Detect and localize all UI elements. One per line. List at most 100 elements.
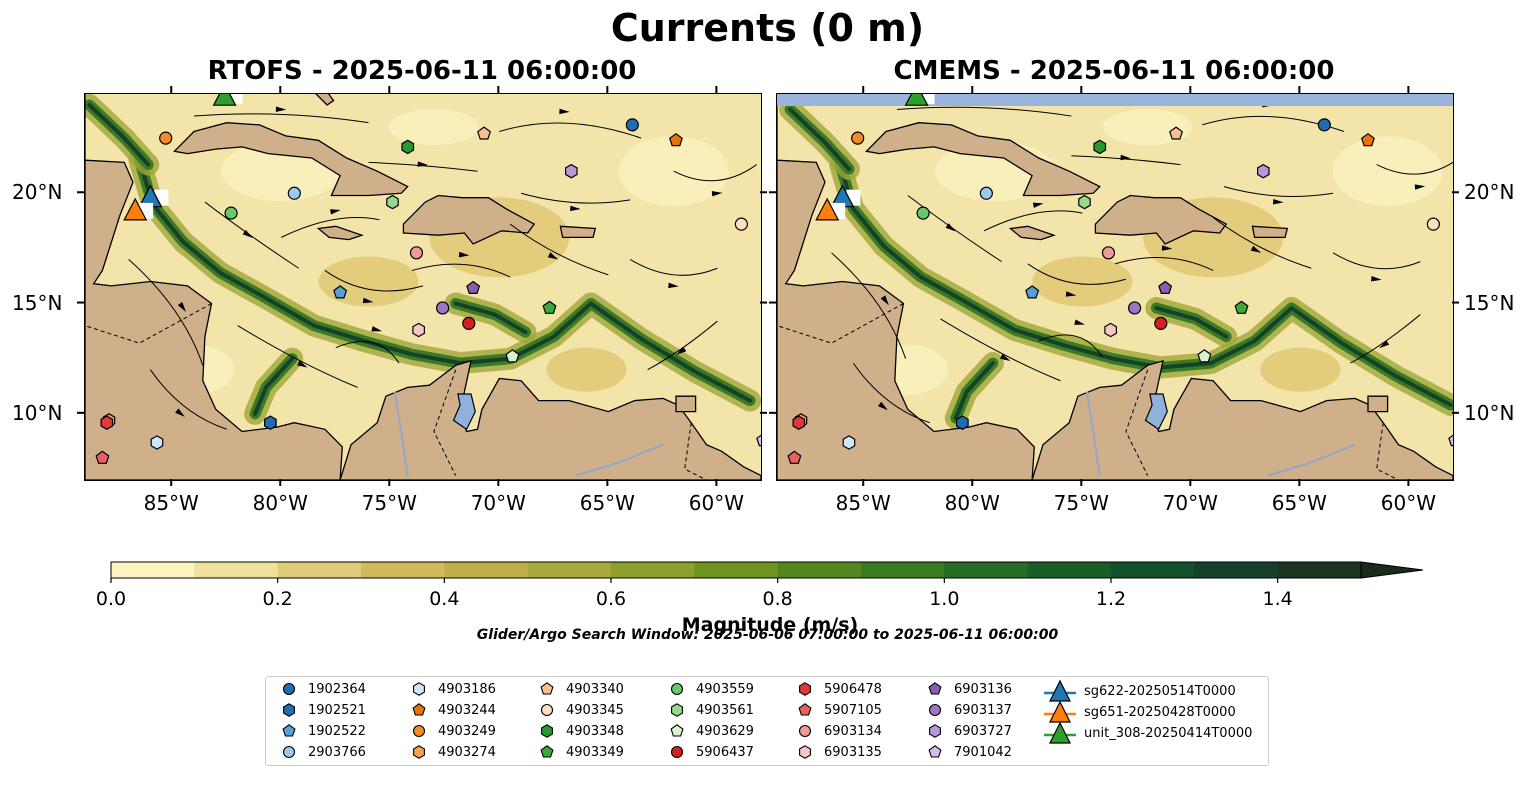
speed-field-patch — [1032, 256, 1133, 307]
float-marker-4903349[interactable] — [542, 300, 557, 314]
float-marker-4903349[interactable] — [1234, 300, 1249, 314]
float-marker-6903727[interactable] — [1257, 163, 1270, 179]
float-marker-5907105[interactable] — [787, 450, 802, 464]
float-marker-1902522[interactable] — [1025, 285, 1040, 299]
float-marker-5906437[interactable] — [1154, 316, 1168, 330]
float-marker-6903137[interactable] — [436, 301, 450, 315]
float-marker-4903244[interactable] — [1360, 132, 1375, 147]
river-line — [1267, 443, 1356, 477]
float-marker-4903561[interactable] — [1078, 194, 1091, 210]
float-marker-4903559[interactable] — [224, 206, 238, 220]
lake-maracaibo — [1144, 393, 1168, 431]
float-marker-1902521[interactable] — [956, 415, 969, 430]
colorbar-segment — [944, 562, 1029, 578]
streamline-arrow — [1371, 276, 1382, 282]
streamline — [237, 325, 358, 388]
glider-marker-unit_308-20250414T0000[interactable] — [904, 94, 929, 106]
float-marker-4903186[interactable] — [150, 435, 164, 450]
legend-label: 4903274 — [438, 744, 496, 760]
float-marker-7901042[interactable] — [756, 434, 761, 447]
streamline-arrow — [547, 252, 559, 260]
float-marker-4903348[interactable] — [401, 139, 415, 155]
float-marker-1902364[interactable] — [1317, 118, 1331, 132]
float-marker-4903629[interactable] — [1197, 349, 1212, 363]
legend-marker-pentagon — [282, 724, 296, 737]
lon-tick-label: 85°W — [835, 491, 891, 515]
float-marker-4903629[interactable] — [505, 349, 520, 363]
glider-marker-unit_308-20250414T0000[interactable] — [212, 94, 237, 106]
legend-entry: 4903274 — [408, 742, 496, 762]
float-marker-4903559[interactable] — [916, 206, 930, 220]
lon-tick-label: 65°W — [579, 491, 635, 515]
cmems-panel-title: CMEMS - 2025-06-11 06:00:00 — [893, 56, 1335, 86]
float-marker-4903345[interactable] — [734, 217, 748, 231]
legend-label: 4903249 — [438, 723, 496, 739]
lon-tick-label: 60°W — [1380, 491, 1436, 515]
float-marker-5906437[interactable] — [462, 316, 476, 330]
lon-tick-label: 85°W — [143, 491, 199, 515]
colorbar-segment — [111, 562, 195, 578]
float-marker-5907105[interactable] — [95, 450, 110, 464]
legend-label: 4903349 — [566, 744, 624, 760]
legend-label: 5907105 — [824, 702, 882, 718]
float-marker-4903345[interactable] — [1426, 217, 1440, 231]
legend-marker-pentagon — [540, 682, 554, 695]
float-marker-2903766[interactable] — [979, 186, 993, 200]
float-marker-6903135[interactable] — [1104, 322, 1117, 338]
streamline — [940, 318, 1061, 382]
legend-label: 6903727 — [954, 723, 1012, 739]
cmems-map[interactable] — [776, 93, 1454, 481]
legend-entry: 2903766 — [278, 742, 366, 762]
legend-entry: 1902521 — [278, 700, 366, 720]
colorbar-tick-label: 0.6 — [595, 588, 627, 610]
float-marker-4903340[interactable] — [477, 126, 492, 140]
float-marker-6903134[interactable] — [1101, 246, 1116, 260]
float-marker-6903136[interactable] — [466, 280, 481, 294]
float-marker-4903186[interactable] — [842, 435, 856, 450]
legend-label: unit_308-20250414T0000 — [1084, 725, 1253, 741]
colorbar-segment — [194, 562, 279, 578]
legend-label: 6903134 — [824, 723, 882, 739]
float-marker-4903340[interactable] — [1169, 126, 1184, 140]
streamline-arrow — [676, 346, 687, 355]
float-marker-4903348[interactable] — [1093, 139, 1107, 155]
land-polygon — [402, 194, 536, 245]
land-polygon — [316, 225, 364, 241]
streamline-arrow — [458, 251, 470, 258]
float-marker-5906478[interactable] — [100, 415, 114, 430]
float-marker-1902521[interactable] — [264, 415, 277, 430]
glider-marker-sg651-20250428T0000[interactable] — [123, 197, 148, 221]
float-marker-4903249[interactable] — [159, 131, 173, 145]
streamline — [1038, 334, 1103, 357]
current-jet-max — [953, 361, 995, 421]
legend-label: 2903766 — [308, 744, 366, 760]
float-marker-1902522[interactable] — [333, 285, 348, 299]
float-marker-6903137[interactable] — [1128, 301, 1142, 315]
lon-tick-label: 70°W — [1162, 491, 1218, 515]
float-marker-4903249[interactable] — [851, 131, 865, 145]
float-marker-6903135[interactable] — [412, 322, 425, 338]
float-marker-6903727[interactable] — [565, 163, 578, 179]
legend-marker-circle — [670, 745, 684, 759]
float-marker-6903136[interactable] — [1158, 280, 1173, 294]
streamline-arrow — [668, 282, 679, 289]
legend-marker-pentagon — [928, 682, 942, 695]
float-marker-4903244[interactable] — [668, 132, 683, 147]
float-marker-7901042[interactable] — [1448, 434, 1453, 447]
float-marker-4903561[interactable] — [386, 194, 399, 210]
land-polygon — [85, 94, 343, 480]
legend-entry: 4903349 — [536, 742, 624, 762]
streamline — [499, 122, 642, 139]
glider-marker-sg651-20250428T0000[interactable] — [815, 197, 840, 221]
float-marker-5906478[interactable] — [792, 415, 806, 430]
lon-tick-label: 70°W — [470, 491, 526, 515]
float-marker-6903134[interactable] — [409, 246, 424, 260]
lat-tick-label: 10°N — [1464, 400, 1515, 425]
legend-entry: 4903559 — [666, 679, 754, 699]
legend-marker-circle — [282, 682, 296, 696]
map-frame-ticks — [77, 86, 1459, 486]
float-marker-1902364[interactable] — [625, 118, 639, 132]
rtofs-map[interactable] — [84, 93, 762, 481]
float-marker-2903766[interactable] — [287, 186, 301, 200]
streamline-arrow — [1250, 245, 1262, 253]
